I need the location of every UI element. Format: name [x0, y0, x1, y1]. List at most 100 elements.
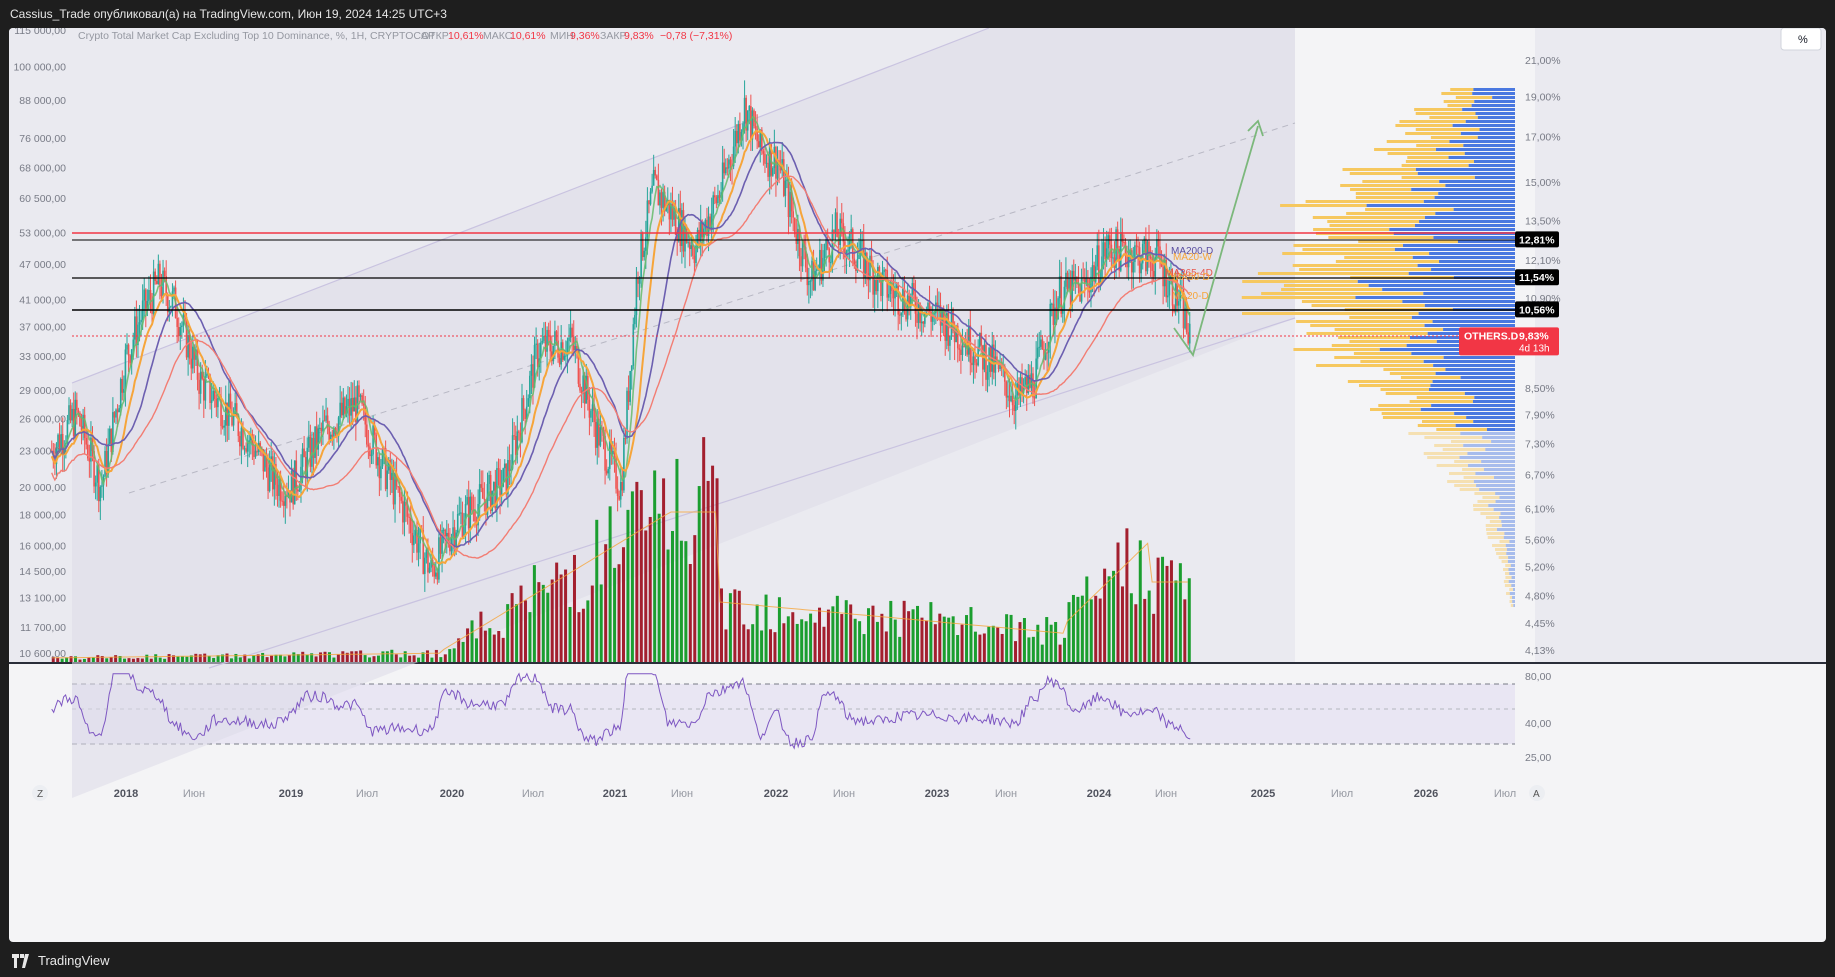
- profile-bar-down: [1510, 564, 1515, 567]
- candle-body: [419, 528, 421, 544]
- candle-body: [229, 393, 232, 413]
- profile-bar-up: [1417, 424, 1456, 427]
- candle-body: [471, 496, 473, 511]
- profile-bar-down: [1474, 176, 1515, 179]
- volume-bar: [604, 544, 608, 662]
- candle-body: [723, 162, 726, 174]
- candle-body: [676, 234, 678, 241]
- volume-bar: [216, 655, 220, 662]
- profile-bar-down: [1495, 500, 1515, 503]
- volume-bar: [247, 658, 251, 662]
- pane-divider[interactable]: [9, 662, 1826, 664]
- projection-arrow[interactable]: [1173, 125, 1259, 358]
- right-axis-tick: 5,20%: [1525, 561, 1555, 573]
- candle-body: [1167, 295, 1169, 298]
- tradingview-logo-icon[interactable]: [12, 954, 32, 968]
- profile-bar-up: [1414, 108, 1463, 111]
- volume-bar: [1058, 644, 1062, 662]
- candle-body: [445, 532, 448, 537]
- candle-body: [466, 497, 468, 505]
- candle-body: [293, 460, 296, 505]
- left-axis-tick: 10 600,00: [19, 648, 66, 660]
- volume-bar: [555, 562, 559, 662]
- candle-body: [773, 146, 776, 169]
- volume-bar: [804, 621, 808, 662]
- candle-body: [936, 302, 939, 306]
- volume-bar: [630, 491, 634, 662]
- candle-body: [732, 146, 735, 167]
- volume-bar: [982, 633, 986, 662]
- volume-bar: [733, 589, 737, 662]
- profile-bar-down: [1488, 504, 1515, 507]
- candle-body: [157, 263, 160, 285]
- profile-bar-down: [1508, 568, 1515, 571]
- profile-bar-up: [1401, 164, 1469, 167]
- candle-body: [931, 313, 934, 322]
- candle-body: [355, 397, 357, 423]
- profile-bar-down: [1467, 452, 1515, 455]
- volume-bar: [1156, 557, 1160, 662]
- time-axis-label: Июн: [183, 788, 205, 800]
- candle-body: [536, 343, 539, 368]
- candle-body: [844, 241, 846, 258]
- volume-bar: [853, 618, 857, 662]
- candle-body: [110, 428, 113, 452]
- candle-body: [253, 445, 255, 457]
- profile-bar-down: [1474, 396, 1515, 399]
- candle-body: [627, 390, 630, 402]
- auto-scale-button[interactable]: [1529, 785, 1545, 801]
- candle-body: [916, 313, 918, 323]
- candle-body: [460, 512, 462, 514]
- candle-body: [1130, 250, 1133, 273]
- time-axis-label: Июл: [356, 788, 378, 800]
- candle-body: [840, 218, 843, 224]
- candle-body: [576, 346, 578, 350]
- volume-bar: [1152, 613, 1156, 662]
- time-axis-label: 2023: [925, 788, 949, 800]
- candle-body: [298, 489, 301, 492]
- volume-bar: [1018, 622, 1022, 662]
- chart-canvas[interactable]: Crypto Total Market Cap Excluding Top 10…: [9, 28, 1826, 942]
- zoom-button[interactable]: [32, 785, 48, 801]
- profile-bar-down: [1453, 208, 1515, 211]
- volume-bar: [368, 657, 372, 662]
- channel-upper-line[interactable]: [71, 28, 990, 384]
- candle-body: [739, 124, 741, 141]
- candle-body: [1038, 346, 1041, 348]
- profile-bar-down: [1394, 248, 1515, 251]
- candle-body: [295, 460, 298, 490]
- right-axis[interactable]: 21,00%19,00%17,00%15,00%13,50%12,10%10,9…: [1515, 28, 1826, 662]
- candle-body: [706, 219, 708, 236]
- profile-bar-down: [1417, 172, 1515, 175]
- tradingview-brand[interactable]: TradingView: [38, 953, 110, 968]
- volume-bar: [82, 658, 86, 662]
- volume-bar: [256, 654, 260, 662]
- volume-bar: [728, 593, 732, 662]
- candle-body: [181, 325, 183, 328]
- channel-lower-line[interactable]: [208, 317, 1296, 669]
- profile-bar-down: [1482, 436, 1515, 439]
- volume-bar: [938, 613, 942, 662]
- profile-bar-up: [1485, 516, 1500, 519]
- candle-body: [880, 274, 882, 296]
- candle-body: [268, 464, 271, 491]
- candle-body: [883, 269, 885, 273]
- candle-body: [308, 436, 310, 448]
- profile-bar-down: [1509, 592, 1515, 595]
- rsi-axis-tick: 40,00: [1525, 718, 1551, 730]
- chart-frame[interactable]: Crypto Total Market Cap Excluding Top 10…: [9, 28, 1826, 942]
- candle-body: [641, 232, 644, 258]
- profile-bar-up: [1477, 500, 1496, 503]
- profile-bar-up: [1482, 496, 1500, 499]
- candle-body: [745, 97, 747, 131]
- candle-body: [427, 549, 429, 573]
- candle-body: [212, 390, 215, 401]
- percent-scale-button[interactable]: [1780, 28, 1822, 51]
- profile-bar-down: [1449, 140, 1515, 143]
- candle-body: [461, 512, 464, 537]
- candle-body: [798, 228, 801, 257]
- volume-bar: [1134, 604, 1138, 662]
- candle-body: [314, 426, 316, 458]
- time-axis[interactable]: 2018 Июн 2019 Июл 2020 Июл 2021 Июн 2022 Июн 2023 И…: [114, 788, 1516, 800]
